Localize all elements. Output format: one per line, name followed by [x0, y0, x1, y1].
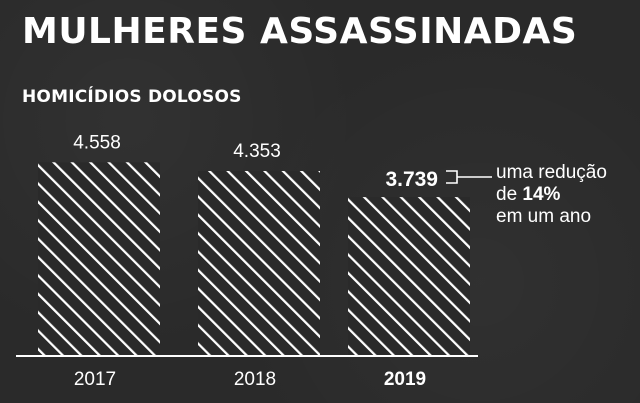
annotation-line1: uma redução	[496, 162, 607, 183]
category-label-2017: 2017	[74, 369, 116, 390]
annotation-text: uma redução de 14% em um ano	[496, 162, 607, 228]
bar-2019	[348, 197, 470, 356]
value-label-2019: 3.739	[385, 168, 438, 191]
annotation-line2: de 14%	[496, 184, 607, 206]
annotation-line2-prefix: de	[496, 184, 523, 205]
bar-2017	[38, 162, 160, 356]
annotation-connector	[446, 170, 492, 184]
value-label-2017: 4.558	[73, 132, 121, 153]
chart-subtitle: HOMICÍDIOS DOLOSOS	[22, 87, 242, 107]
category-label-2019: 2019	[384, 369, 426, 390]
bar-2018	[198, 170, 320, 356]
connector-line	[446, 170, 492, 184]
value-label-2018: 4.353	[233, 141, 281, 162]
annotation-line3: em um ano	[496, 206, 592, 227]
annotation-percent: 14%	[522, 184, 561, 205]
chart-title: MULHERES ASSASSINADAS	[22, 11, 578, 52]
category-label-2018: 2018	[234, 369, 276, 390]
